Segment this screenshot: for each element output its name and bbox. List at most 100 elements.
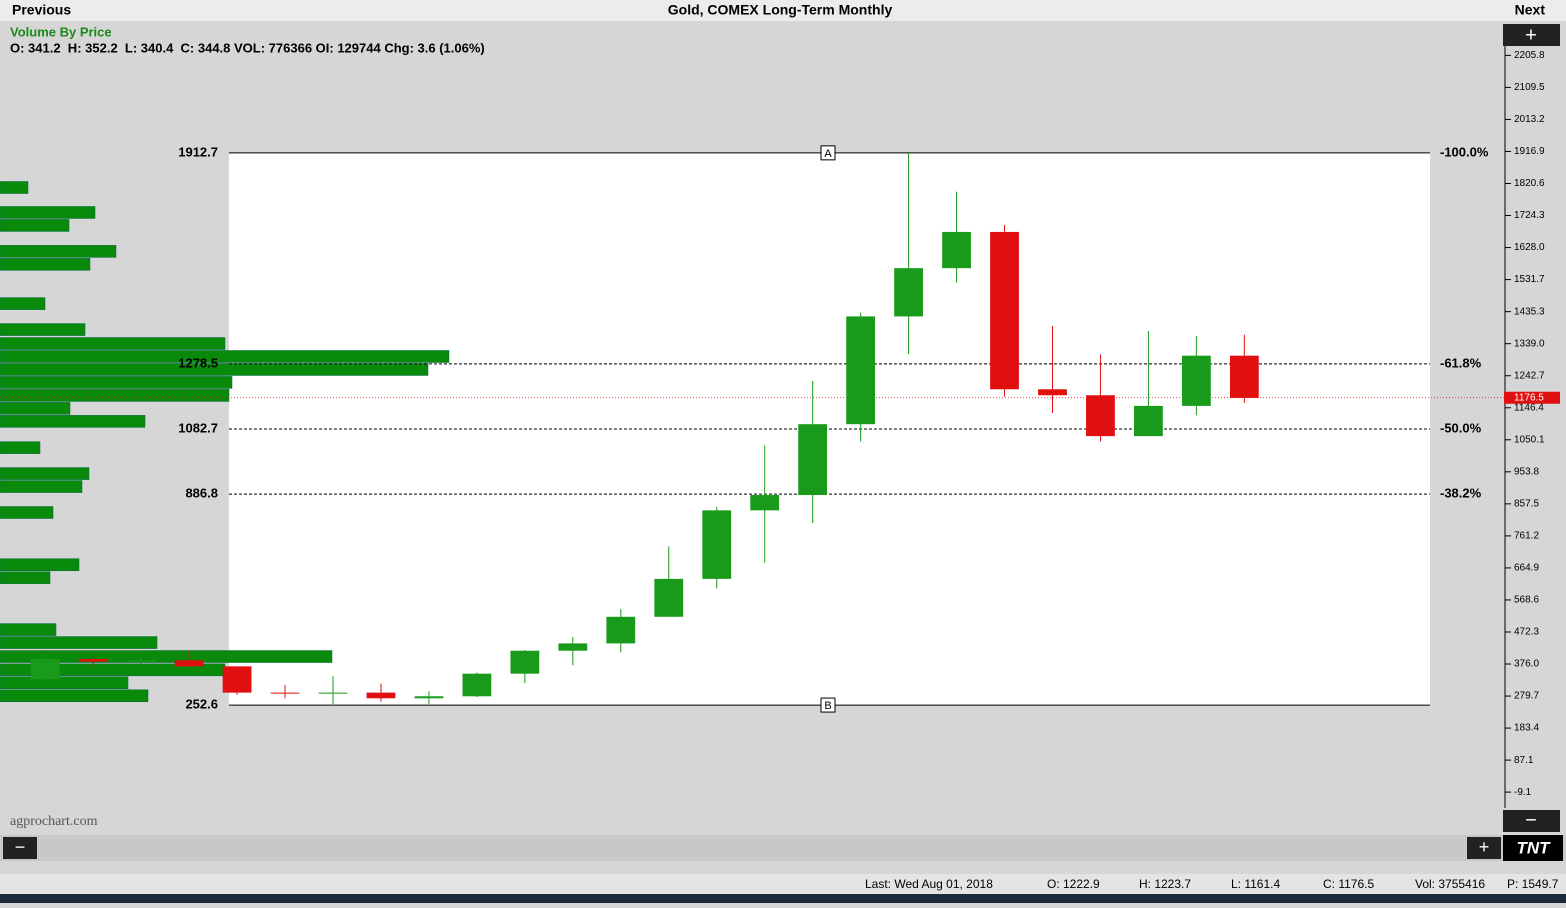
fib-value: 1912.7 [178,144,218,159]
volume-bar [0,636,158,649]
volume-bar [0,376,233,389]
y-tick-label: 1724.3 [1514,210,1545,221]
top-bar [0,0,1566,21]
candle-body [606,616,636,644]
volume-bar [0,676,129,690]
volume-bar [0,350,450,363]
status-item: O: 1222.9 [1047,877,1100,891]
y-tick-label: 857.5 [1514,498,1539,509]
scroll-right[interactable] [1467,837,1501,859]
candle-body [318,692,348,694]
candle-body [414,696,444,699]
volume-bar [0,441,41,454]
fib-value: 1278.5 [178,355,218,370]
time-axis [0,835,1566,861]
y-tick-label: 279.7 [1514,691,1539,702]
volume-bar [0,402,71,415]
candle-body [1038,389,1067,396]
y-tick-label: 1916.9 [1514,146,1545,157]
candle-body [702,510,732,579]
y-tick-label: 2109.5 [1514,82,1545,93]
y-tick-label: 1435.3 [1514,306,1545,317]
indicator: Volume By Price [10,24,112,39]
volume-bar [0,389,230,402]
candle-body [1134,405,1163,437]
status-bar [0,874,1566,894]
y-tick-label: 87.1 [1514,755,1534,766]
candle-body [654,578,684,617]
candle-body [1181,355,1211,406]
y-tick-label: 376.0 [1514,659,1539,670]
candle-body [174,660,204,667]
zoom-in-label: + [1525,24,1537,46]
next-button[interactable]: Next [1515,2,1546,18]
volume-bar [0,480,83,493]
fib-value: 886.8 [185,486,218,501]
candle-body [846,316,876,425]
y-tick-label: 2013.2 [1514,114,1545,125]
fib-pct: -100.0% [1440,144,1489,159]
volume-bar [0,245,117,258]
volume-bar [0,181,29,194]
candle-body [30,659,60,680]
y-tick-label: 761.2 [1514,531,1539,542]
candle-body [270,692,300,694]
zoom-out[interactable] [1503,810,1560,832]
fib-marker-box [820,145,836,161]
fib-marker: A [824,148,832,160]
fib-pct: -50.0% [1440,420,1482,435]
candle-body [78,659,108,662]
scroll-left[interactable] [3,837,37,859]
volume-bar [0,206,96,219]
watermark: agprochart.com [10,814,98,829]
candle-body [750,495,780,511]
candle-body [1086,395,1115,437]
status-item: L: 1161.4 [1231,877,1280,891]
volume-bar [0,689,149,703]
y-tick-label: 953.8 [1514,466,1539,477]
volume-bar [0,297,46,310]
prev-button[interactable]: Previous [12,2,71,18]
volume-bar [0,467,90,480]
status-item: P: 1549.7 [1507,877,1559,891]
candle-body [222,666,252,693]
fib-pct: -38.2% [1440,486,1482,501]
volume-bar [0,363,429,376]
fib-pct: -61.8% [1440,355,1482,370]
title: Gold, COMEX Long-Term Monthly [668,2,893,18]
fib-value: 252.6 [185,697,218,712]
y-tick-label: 1531.7 [1514,274,1545,285]
status-item: C: 1176.5 [1323,877,1374,891]
zoom-out-label: − [1525,809,1537,831]
y-tick-label: -9.1 [1514,787,1532,798]
volume-bar [0,219,70,232]
y-tick-label: 1820.6 [1514,178,1545,189]
candle-body [366,692,396,699]
candle-body [462,673,492,697]
last-price-box [1504,391,1560,404]
volume-bar [0,623,57,636]
y-tick-label: 1146.4 [1514,402,1544,413]
last-price-label: 1176.5 [1514,392,1544,403]
scroll-right-label: + [1479,837,1490,857]
volume-bar [0,571,51,584]
volume-bar [0,337,226,350]
status-item: Vol: 3755416 [1415,877,1485,891]
logo-box [1503,835,1563,861]
candle-body [942,231,971,269]
y-tick-label: 1050.1 [1514,434,1545,445]
y-tick-label: 1242.7 [1514,370,1545,381]
candle-body [558,643,588,651]
scroll-left-label: − [15,837,26,857]
candle-body [798,424,828,496]
zoom-in[interactable] [1503,24,1560,46]
taskbar [0,894,1566,903]
volume-bar [0,323,86,336]
quote: O: 341.2 H: 352.2 L: 340.4 C: 344.8 VOL:… [10,40,485,55]
status-item: Last: Wed Aug 01, 2018 [865,877,993,891]
candle-body [894,268,923,317]
volume-bar [0,258,91,271]
y-tick-label: 664.9 [1514,563,1539,574]
y-tick-label: 2205.8 [1514,50,1545,61]
